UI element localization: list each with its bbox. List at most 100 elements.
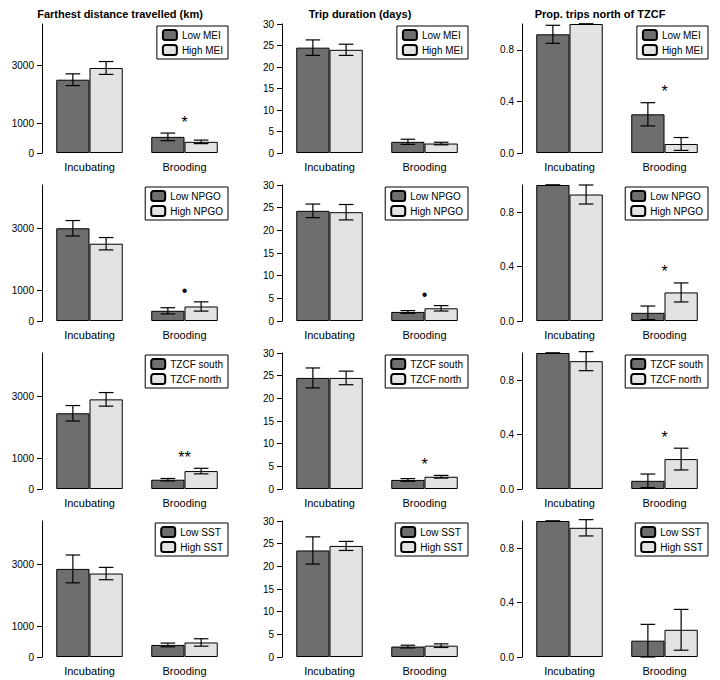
- svg-text:High MEI: High MEI: [422, 45, 463, 56]
- svg-text:Low NPGO: Low NPGO: [650, 191, 701, 202]
- svg-text:5: 5: [268, 126, 274, 137]
- svg-text:25: 25: [263, 202, 275, 213]
- svg-text:0.4: 0.4: [500, 597, 514, 608]
- svg-text:0.0: 0.0: [500, 316, 514, 327]
- svg-text:High NPGO: High NPGO: [650, 206, 703, 217]
- svg-text:3000: 3000: [12, 559, 35, 570]
- svg-text:Brooding: Brooding: [642, 497, 686, 509]
- svg-text:Low NPGO: Low NPGO: [410, 191, 461, 202]
- svg-text:5: 5: [268, 293, 274, 304]
- svg-text:Incubating: Incubating: [304, 497, 355, 509]
- svg-text:Low MEI: Low MEI: [422, 30, 461, 41]
- svg-text:5: 5: [268, 461, 274, 472]
- svg-text:20: 20: [263, 62, 275, 73]
- svg-text:15: 15: [263, 416, 275, 427]
- svg-text:1000: 1000: [12, 621, 35, 632]
- svg-text:10: 10: [263, 105, 275, 116]
- svg-text:TZCF north: TZCF north: [170, 374, 221, 385]
- svg-text:*: *: [661, 263, 667, 280]
- svg-text:High NPGO: High NPGO: [170, 206, 223, 217]
- svg-text:*: *: [661, 83, 667, 100]
- svg-text:TZCF south: TZCF south: [410, 359, 463, 370]
- svg-text:Brooding: Brooding: [642, 161, 686, 173]
- svg-text:0.0: 0.0: [500, 148, 514, 159]
- svg-text:0: 0: [268, 316, 274, 327]
- svg-text:0.8: 0.8: [500, 543, 514, 554]
- svg-text:0.4: 0.4: [500, 261, 514, 272]
- svg-text:5: 5: [268, 629, 274, 640]
- svg-text:TZCF north: TZCF north: [650, 374, 701, 385]
- svg-text:25: 25: [263, 40, 275, 51]
- svg-text:10: 10: [263, 270, 275, 281]
- svg-text:Brooding: Brooding: [402, 161, 446, 173]
- svg-text:Incubating: Incubating: [544, 497, 595, 509]
- svg-text:Incubating: Incubating: [544, 329, 595, 341]
- svg-text:Incubating: Incubating: [64, 329, 115, 341]
- svg-text:Low SST: Low SST: [420, 527, 461, 538]
- svg-text:0.8: 0.8: [500, 207, 514, 218]
- svg-text:•: •: [422, 286, 428, 303]
- svg-text:Prop. trips north of TZCF: Prop. trips north of TZCF: [535, 8, 666, 20]
- svg-text:0.0: 0.0: [500, 484, 514, 495]
- svg-text:0.8: 0.8: [500, 44, 514, 55]
- svg-text:High SST: High SST: [420, 542, 463, 553]
- svg-text:0.0: 0.0: [500, 652, 514, 663]
- svg-text:TZCF south: TZCF south: [170, 359, 223, 370]
- svg-text:0: 0: [268, 652, 274, 663]
- svg-text:*: *: [421, 456, 427, 473]
- svg-text:20: 20: [263, 225, 275, 236]
- svg-text:Low SST: Low SST: [660, 527, 701, 538]
- svg-text:Brooding: Brooding: [642, 665, 686, 677]
- svg-text:**: **: [178, 449, 190, 466]
- svg-text:3000: 3000: [12, 60, 35, 71]
- svg-text:Low MEI: Low MEI: [662, 30, 701, 41]
- svg-text:3000: 3000: [12, 223, 35, 234]
- svg-text:Incubating: Incubating: [64, 497, 115, 509]
- svg-text:Brooding: Brooding: [162, 161, 206, 173]
- svg-text:0.4: 0.4: [500, 96, 514, 107]
- svg-text:3000: 3000: [12, 391, 35, 402]
- svg-text:0: 0: [28, 484, 34, 495]
- svg-text:20: 20: [263, 393, 275, 404]
- svg-text:Trip duration (days): Trip duration (days): [309, 8, 412, 20]
- svg-text:Incubating: Incubating: [544, 665, 595, 677]
- svg-text:15: 15: [263, 248, 275, 259]
- svg-text:1000: 1000: [12, 285, 35, 296]
- svg-text:1000: 1000: [12, 453, 35, 464]
- svg-text:*: *: [181, 114, 187, 131]
- svg-text:30: 30: [263, 180, 275, 191]
- svg-text:0: 0: [268, 148, 274, 159]
- svg-text:10: 10: [263, 438, 275, 449]
- svg-text:Brooding: Brooding: [162, 665, 206, 677]
- svg-text:High SST: High SST: [660, 542, 703, 553]
- svg-text:Brooding: Brooding: [642, 329, 686, 341]
- svg-text:0.8: 0.8: [500, 375, 514, 386]
- svg-text:High NPGO: High NPGO: [410, 206, 463, 217]
- svg-text:Low NPGO: Low NPGO: [170, 191, 221, 202]
- svg-text:Brooding: Brooding: [402, 497, 446, 509]
- svg-text:TZCF north: TZCF north: [410, 374, 461, 385]
- svg-text:Brooding: Brooding: [162, 329, 206, 341]
- svg-text:•: •: [182, 282, 188, 299]
- svg-text:Low SST: Low SST: [180, 527, 221, 538]
- svg-text:30: 30: [263, 348, 275, 359]
- svg-text:*: *: [661, 429, 667, 446]
- svg-text:15: 15: [263, 83, 275, 94]
- svg-text:20: 20: [263, 561, 275, 572]
- svg-text:High MEI: High MEI: [662, 45, 703, 56]
- svg-text:0: 0: [28, 652, 34, 663]
- svg-text:15: 15: [263, 584, 275, 595]
- svg-text:Brooding: Brooding: [402, 665, 446, 677]
- svg-text:0: 0: [28, 316, 34, 327]
- svg-text:Brooding: Brooding: [162, 497, 206, 509]
- svg-text:Low MEI: Low MEI: [182, 30, 221, 41]
- svg-text:Brooding: Brooding: [402, 329, 446, 341]
- svg-text:Incubating: Incubating: [64, 665, 115, 677]
- svg-text:Incubating: Incubating: [304, 329, 355, 341]
- svg-text:25: 25: [263, 370, 275, 381]
- svg-text:TZCF south: TZCF south: [650, 359, 703, 370]
- svg-text:Incubating: Incubating: [304, 665, 355, 677]
- svg-text:Incubating: Incubating: [544, 161, 595, 173]
- svg-text:0: 0: [28, 148, 34, 159]
- svg-text:25: 25: [263, 538, 275, 549]
